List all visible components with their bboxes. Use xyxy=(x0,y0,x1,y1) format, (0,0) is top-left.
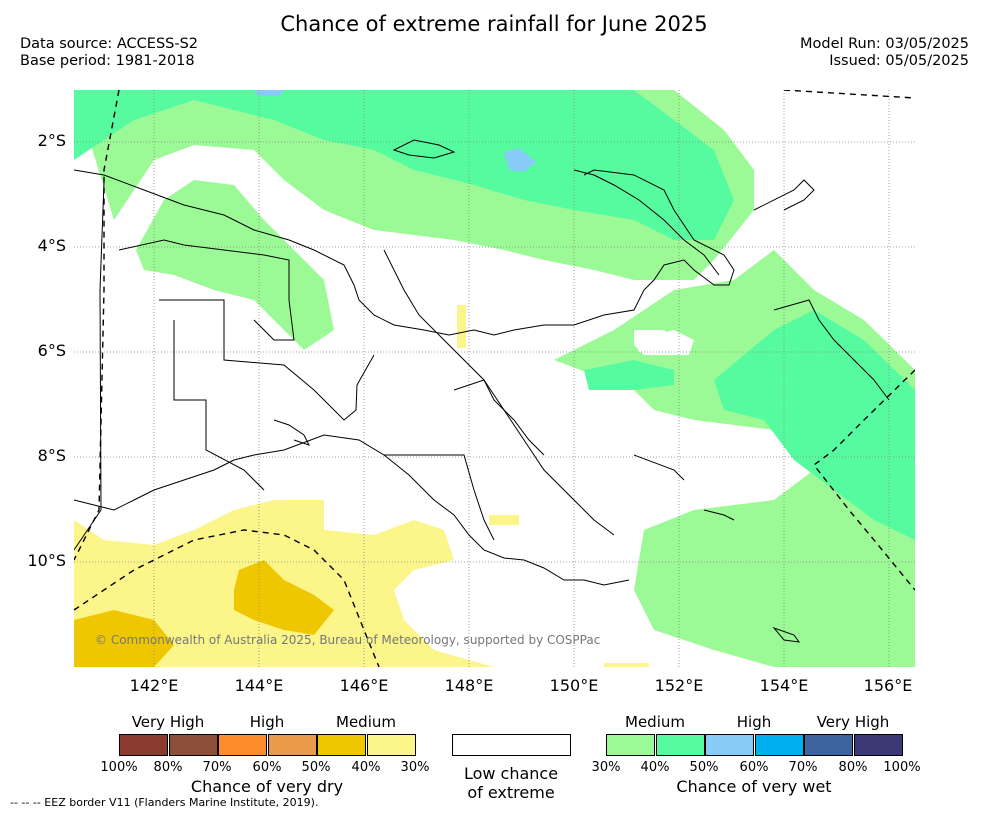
wet-heading: Very High xyxy=(816,713,890,731)
wet-percent: 40% xyxy=(640,760,670,775)
wet-swatch xyxy=(853,734,903,756)
wet-percent: 100% xyxy=(883,760,921,775)
wet-high-area xyxy=(504,148,536,172)
low-chance-line1: Low chance xyxy=(463,764,559,783)
lat-label: 8°S xyxy=(37,446,66,465)
graticule xyxy=(74,90,915,667)
base-period: Base period: 1981-2018 xyxy=(20,53,195,69)
dry-medium-high-area xyxy=(74,610,174,667)
eez-border xyxy=(74,90,915,667)
copyright-notice: © Commonwealth of Australia 2025, Bureau… xyxy=(95,633,601,647)
wet-medium-high-area xyxy=(74,90,734,240)
dry-percent: 50% xyxy=(301,760,331,775)
wet-heading: High xyxy=(736,713,772,731)
dry-medium-area xyxy=(489,515,519,525)
dry-heading: High xyxy=(249,713,285,731)
wet-percent: 30% xyxy=(591,760,621,775)
dry-percent: 30% xyxy=(400,760,430,775)
lon-label: 146°E xyxy=(339,676,389,695)
model-run: Model Run: 03/05/2025 xyxy=(799,36,969,52)
dry-medium-area xyxy=(457,305,466,348)
wet-heading: Medium xyxy=(625,713,685,731)
source-info: Data source: ACCESS-S2 Base period: 1981… xyxy=(20,36,198,70)
wet-swatch xyxy=(655,734,705,756)
lon-label: 152°E xyxy=(654,676,704,695)
dry-swatch xyxy=(119,734,168,756)
dry-caption: Chance of very dry xyxy=(190,777,344,796)
wet-swatch xyxy=(705,734,754,756)
dry-swatch xyxy=(168,734,218,756)
wet-medium-high-area xyxy=(714,310,915,540)
lon-label: 154°E xyxy=(759,676,809,695)
lon-label: 156°E xyxy=(863,676,913,695)
low-chance-area xyxy=(634,330,679,355)
wet-percent: 50% xyxy=(689,760,719,775)
data-source: Data source: ACCESS-S2 xyxy=(20,36,199,52)
wet-swatch xyxy=(804,734,853,756)
wet-swatch xyxy=(754,734,804,756)
issued-date: Issued: 05/05/2025 xyxy=(829,53,969,69)
lat-label: 4°S xyxy=(37,236,66,255)
lon-label: 142°E xyxy=(129,676,179,695)
dry-swatch xyxy=(366,734,416,756)
rainfall-map xyxy=(74,90,915,667)
eez-note: -- -- -- EEZ border V11 (Flanders Marine… xyxy=(10,796,319,809)
wet-caption: Chance of very wet xyxy=(676,777,832,796)
lon-label: 144°E xyxy=(234,676,284,695)
map-title: Chance of extreme rainfall for June 2025 xyxy=(280,12,708,36)
dry-percent: 60% xyxy=(252,760,282,775)
dry-percent: 80% xyxy=(153,760,183,775)
lon-label: 148°E xyxy=(444,676,494,695)
wet-swatch xyxy=(606,734,655,756)
dry-swatch xyxy=(218,734,267,756)
wet-percent: 60% xyxy=(739,760,769,775)
lat-label: 6°S xyxy=(37,341,66,360)
dry-percent: 100% xyxy=(100,760,138,775)
wet-percent: 80% xyxy=(838,760,868,775)
dry-swatch xyxy=(267,734,317,756)
dry-heading: Medium xyxy=(336,713,396,731)
lat-label: 10°S xyxy=(27,551,66,570)
wet-percent: 70% xyxy=(788,760,818,775)
lat-label: 2°S xyxy=(37,131,66,150)
dry-heading: Very High xyxy=(131,713,205,731)
dry-percent: 40% xyxy=(351,760,381,775)
dry-medium-area xyxy=(604,663,649,667)
lon-label: 150°E xyxy=(549,676,599,695)
low-chance-swatch xyxy=(452,734,571,756)
wet-medium-area xyxy=(136,180,334,350)
coastlines xyxy=(74,139,890,643)
dry-swatch xyxy=(317,734,366,756)
dry-percent: 70% xyxy=(202,760,232,775)
low-chance-line2: of extreme xyxy=(467,783,555,802)
low-chance-caption: Low chance of extreme xyxy=(431,764,591,802)
wet-high-area xyxy=(254,90,284,96)
map-canvas xyxy=(74,90,915,667)
run-info: Model Run: 03/05/2025 Issued: 05/05/2025 xyxy=(800,36,969,70)
wet-medium-high-area xyxy=(584,360,674,390)
dry-medium-high-area xyxy=(234,560,334,635)
